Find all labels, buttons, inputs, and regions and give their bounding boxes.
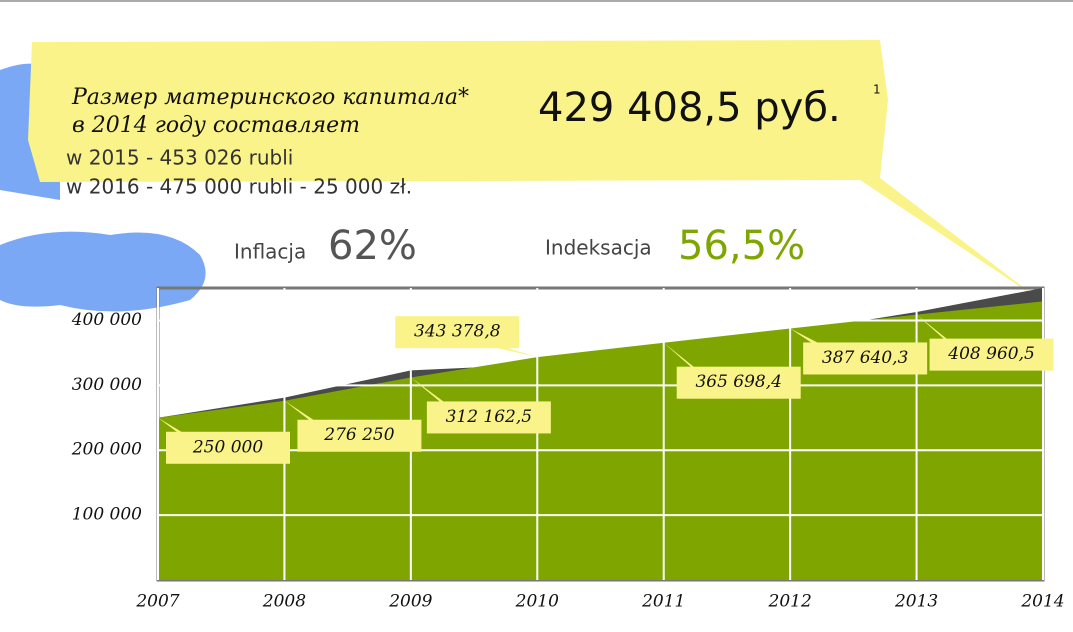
note: w 2015 - 453 026 rubli — [66, 146, 293, 170]
blue-blob — [0, 231, 206, 312]
title: в 2014 году составляет — [72, 113, 360, 138]
indexation-label: Indeksacja — [545, 236, 652, 260]
label-box — [426, 401, 551, 434]
data-label: 365 698,4 — [695, 372, 782, 392]
y-tick-label: 400 000 — [71, 310, 142, 330]
x-tick-label: 2008 — [262, 592, 306, 612]
data-label: 250 000 — [192, 437, 263, 457]
y-tick-label: 100 000 — [72, 505, 142, 525]
label-box — [297, 419, 422, 452]
x-tick-label: 2013 — [894, 592, 938, 612]
y-tick-label: 300 000 — [72, 375, 142, 395]
x-tick-label: 2009 — [388, 592, 432, 612]
banner — [28, 40, 1040, 300]
inflation-label: Inflacja — [234, 240, 306, 264]
inflation-value: 62% — [328, 223, 417, 269]
note: w 2016 - 475 000 rubli - 25 000 zł. — [66, 175, 412, 199]
data-label: 387 640,3 — [822, 348, 909, 368]
y-tick-label: 200 000 — [71, 440, 142, 460]
label-box — [676, 366, 801, 399]
x-tick-label: 2012 — [768, 592, 812, 612]
x-tick-label: 2010 — [515, 592, 559, 612]
title: Размер материнского капитала* — [71, 85, 469, 110]
label-box — [166, 431, 290, 464]
x-tick-label: 2011 — [641, 592, 685, 612]
footnote: 1 — [873, 83, 881, 97]
x-tick-label: 2014 — [1020, 592, 1064, 612]
label-box — [929, 338, 1054, 371]
label-box — [803, 342, 928, 375]
data-label: 312 162,5 — [446, 407, 533, 427]
amount: 429 408,5 руб. — [538, 85, 841, 131]
label-box — [395, 316, 520, 349]
indexation-value: 56,5% — [678, 223, 805, 269]
x-tick-label: 2007 — [135, 592, 179, 612]
data-label: 276 250 — [323, 425, 394, 445]
data-label: 343 378,8 — [414, 322, 501, 342]
data-label: 408 960,5 — [947, 344, 1035, 364]
